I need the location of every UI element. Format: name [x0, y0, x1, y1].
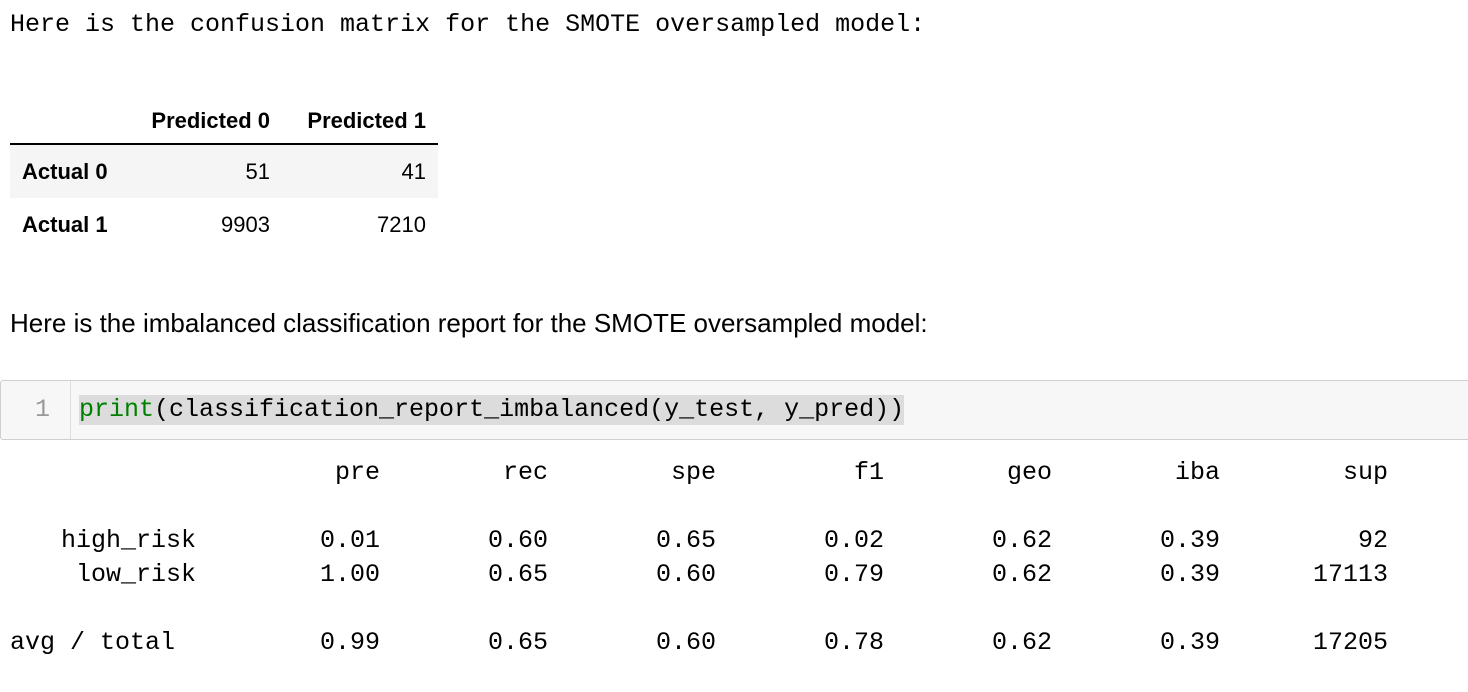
row-header: Actual 1	[22, 212, 108, 237]
confusion-matrix-table: Predicted 0 Predicted 1 Actual 0 51 41 A…	[10, 98, 438, 252]
column-header: Predicted 1	[282, 98, 438, 145]
report-value: 0.60	[655, 628, 716, 657]
table-header-row: Predicted 0 Predicted 1	[10, 98, 438, 145]
report-header: rec	[502, 458, 548, 487]
table-row: Actual 0 51 41	[10, 144, 438, 198]
code-text: (classification_report_imbalanced(y_test…	[154, 395, 905, 424]
report-value: 0.62	[991, 628, 1052, 657]
report-header: iba	[1174, 458, 1220, 487]
report-value: 17113	[1312, 560, 1388, 589]
report-value: 0.62	[991, 560, 1052, 589]
report-value: 0.65	[487, 628, 548, 657]
report-value: 0.79	[823, 560, 884, 589]
report-value: 0.62	[991, 526, 1052, 555]
report-header: spe	[670, 458, 716, 487]
report-row-label: avg / total	[10, 628, 176, 657]
table-cell: 9903	[221, 212, 270, 237]
report-value: 0.01	[319, 526, 380, 555]
report-value: 0.99	[319, 628, 380, 657]
markdown-paragraph: Here is the imbalanced classification re…	[10, 308, 928, 338]
report-value: 1.00	[319, 560, 380, 589]
report-row-label: low_risk	[75, 560, 196, 589]
column-header: Predicted 0	[130, 98, 282, 145]
report-value: 0.65	[487, 560, 548, 589]
line-gutter: 1	[1, 381, 71, 439]
table-corner-cell	[10, 98, 130, 145]
code-cell[interactable]: 1 print(classification_report_imbalanced…	[0, 380, 1468, 440]
output-text: Here is the confusion matrix for the SMO…	[10, 10, 926, 39]
report-value: 0.65	[655, 526, 716, 555]
table-cell: 41	[401, 158, 426, 184]
report-header: sup	[1342, 458, 1388, 487]
report-header: pre	[334, 458, 380, 487]
report-value: 0.39	[1159, 628, 1220, 657]
table-cell: 7210	[377, 212, 426, 237]
code-builtin-print: print	[79, 395, 155, 424]
code-editor-line[interactable]: print(classification_report_imbalanced(y…	[79, 395, 905, 425]
report-value: 0.60	[487, 526, 548, 555]
report-value: 17205	[1312, 628, 1388, 657]
report-value: 0.39	[1159, 526, 1220, 555]
report-value: 92	[1357, 526, 1388, 555]
report-value: 0.02	[823, 526, 884, 555]
report-value: 0.78	[823, 628, 884, 657]
report-value: 0.39	[1159, 560, 1220, 589]
report-value: 0.60	[655, 560, 716, 589]
line-number: 1	[34, 395, 50, 424]
row-header: Actual 0	[22, 158, 108, 184]
report-header: f1	[853, 458, 884, 487]
table-cell: 51	[245, 158, 270, 184]
report-row-label: high_risk	[60, 526, 196, 555]
report-header: geo	[1006, 458, 1052, 487]
table-row: Actual 1 9903 7210	[10, 198, 438, 252]
